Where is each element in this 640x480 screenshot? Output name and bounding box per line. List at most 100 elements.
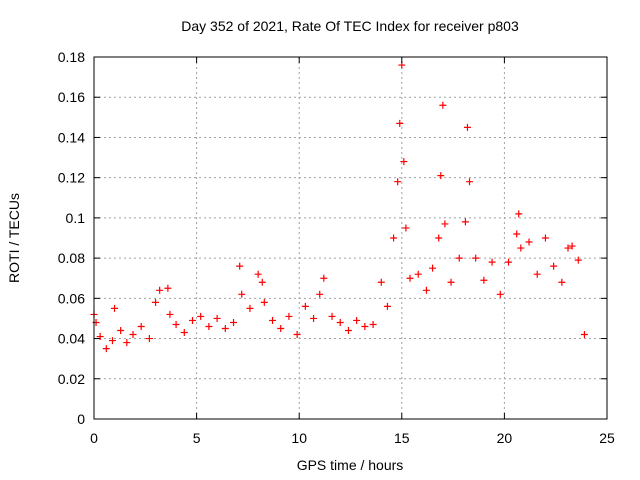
data-point (96, 333, 104, 341)
y-tick-label: 0.12 (58, 170, 85, 186)
data-point (396, 119, 404, 127)
x-tick-label: 5 (193, 430, 201, 446)
data-point (441, 220, 449, 228)
data-point (422, 286, 430, 294)
data-point (525, 238, 533, 246)
data-point (369, 320, 377, 328)
data-point (344, 327, 352, 335)
data-point (277, 325, 285, 332)
data-point (285, 312, 293, 320)
data-point (108, 337, 116, 345)
data-point (129, 331, 137, 339)
data-point (480, 276, 488, 284)
data-point (320, 274, 328, 282)
data-point (505, 258, 513, 266)
data-point (394, 178, 402, 186)
data-point (390, 234, 398, 242)
data-point (466, 178, 474, 186)
chart-title: Day 352 of 2021, Rate Of TEC Index for r… (181, 18, 519, 34)
data-point (156, 286, 164, 294)
data-point (496, 290, 504, 298)
y-tick-label: 0.18 (58, 49, 85, 65)
data-point (137, 322, 145, 330)
y-tick-label: 0.14 (58, 129, 85, 145)
data-point (533, 270, 541, 278)
y-tick-label: 0.16 (58, 89, 85, 105)
data-point (402, 224, 410, 232)
data-point (145, 335, 153, 343)
data-point (236, 262, 244, 270)
data-point (574, 256, 582, 264)
data-point (166, 310, 174, 318)
data-point (463, 123, 471, 131)
data-point (550, 262, 558, 270)
data-point (117, 327, 125, 335)
x-tick-label: 10 (291, 430, 307, 446)
y-tick-label: 0.04 (58, 331, 85, 347)
y-tick-label: 0.1 (66, 210, 86, 226)
data-point (383, 302, 391, 310)
data-point (447, 278, 455, 286)
data-point (254, 270, 262, 278)
data-point (406, 274, 414, 282)
data-point (260, 298, 268, 306)
data-point (111, 304, 119, 312)
data-points (90, 61, 588, 353)
x-tick-label: 15 (394, 430, 410, 446)
data-point (580, 331, 588, 339)
data-point (301, 302, 309, 310)
data-point (238, 290, 246, 298)
x-tick-label: 20 (497, 430, 513, 446)
data-point (102, 345, 110, 353)
data-point (461, 218, 469, 226)
data-point (558, 278, 566, 286)
data-point (123, 339, 131, 347)
data-point (258, 278, 266, 286)
y-tick-label: 0.06 (58, 290, 85, 306)
data-point (310, 314, 318, 322)
data-point (568, 242, 576, 250)
data-point (564, 244, 572, 252)
grid-lines (94, 57, 607, 419)
data-point (414, 270, 422, 278)
x-tick-label: 0 (90, 430, 98, 446)
data-point (205, 322, 213, 330)
data-point (513, 230, 521, 238)
data-point (293, 331, 301, 339)
data-point (515, 210, 523, 218)
plot-frame (93, 56, 608, 420)
data-point (172, 320, 180, 328)
data-point (437, 172, 445, 180)
data-point (517, 244, 525, 252)
data-point (435, 234, 443, 242)
data-point (353, 316, 361, 324)
data-point (152, 298, 160, 306)
x-axis-label: GPS time / hours (297, 457, 404, 473)
y-tick-label: 0 (77, 411, 85, 427)
data-point (164, 284, 172, 292)
x-axis-ticks: 0 5 10 15 20 25 (90, 57, 615, 446)
data-point (180, 329, 188, 337)
data-point (455, 254, 463, 262)
y-tick-label: 0.02 (58, 371, 85, 387)
data-point (361, 322, 369, 330)
data-point (188, 316, 196, 324)
data-point (230, 318, 238, 326)
data-point (336, 318, 344, 326)
y-tick-label: 0.08 (58, 250, 85, 266)
data-point (246, 304, 254, 312)
data-point (213, 314, 221, 322)
y-axis-label: ROTI / TECUs (6, 193, 22, 283)
data-point (472, 254, 480, 262)
data-point (328, 312, 336, 320)
data-point (316, 290, 324, 298)
data-point (197, 312, 205, 320)
data-point (400, 158, 408, 166)
data-point (377, 278, 385, 286)
data-point (221, 325, 229, 332)
data-point (541, 234, 549, 242)
data-point (429, 264, 437, 272)
data-point (439, 101, 447, 109)
data-point (269, 316, 277, 324)
